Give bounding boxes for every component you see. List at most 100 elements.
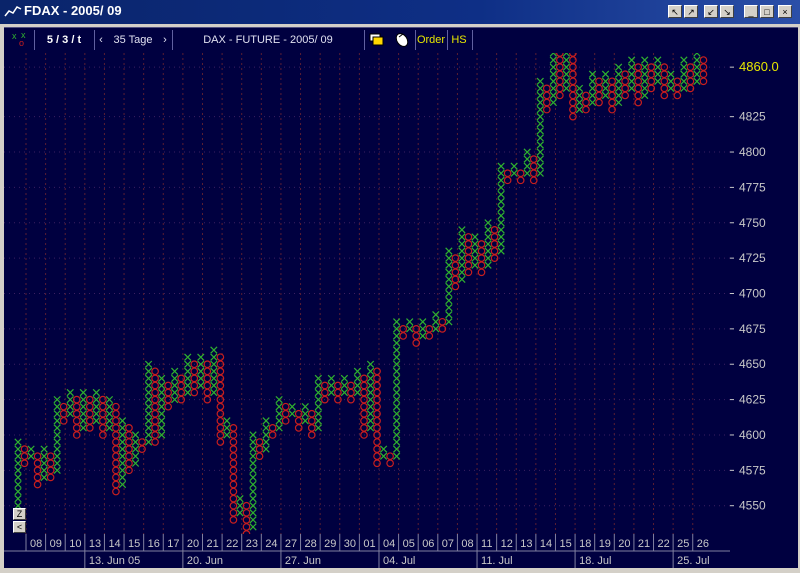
- x-mark: [288, 410, 296, 418]
- x-mark: [458, 275, 466, 284]
- o-mark: [621, 91, 629, 100]
- x-stroke: [144, 403, 153, 411]
- x-stroke: [497, 197, 505, 206]
- pnf-chart: [4, 35, 730, 538]
- x-mark: [588, 70, 597, 78]
- x-stroke: [680, 70, 688, 78]
- o-mark: [72, 402, 81, 411]
- o-mark: [177, 388, 186, 397]
- o-mark: [112, 409, 120, 418]
- o-mark: [112, 424, 120, 432]
- x-stroke: [249, 494, 257, 503]
- x-stroke: [53, 466, 61, 474]
- scroll-right-up-button[interactable]: ↗: [684, 5, 698, 18]
- x-stroke: [484, 261, 492, 269]
- x-stroke: [210, 388, 218, 397]
- date-axis-svg: 08 09 10 13 14 15 16 17 20 21 22 23 24 27 28 29 30 01 04 05…: [4, 534, 730, 568]
- x-mark: [458, 240, 466, 248]
- minimize-button[interactable]: _: [744, 5, 758, 18]
- o-mark: [569, 98, 577, 107]
- period-prev-button[interactable]: ‹: [99, 34, 103, 46]
- x-mark: [184, 374, 192, 383]
- x-mark: [14, 487, 22, 496]
- x-stroke: [210, 367, 218, 375]
- x-mark: [353, 367, 362, 375]
- o-mark: [190, 360, 199, 369]
- scroll-left-down-button[interactable]: ↙: [704, 5, 718, 18]
- scroll-back-button[interactable]: <: [13, 521, 26, 533]
- x-stroke: [614, 91, 623, 100]
- x-stroke: [392, 388, 401, 397]
- x-stroke: [157, 403, 166, 411]
- period-next-button[interactable]: ›: [163, 34, 167, 46]
- x-stroke: [549, 70, 557, 78]
- scroll-right-down-button[interactable]: ↘: [720, 5, 734, 18]
- x-mark: [497, 240, 505, 248]
- y-tick-label: 4550: [739, 499, 766, 513]
- x-mark: [445, 311, 453, 319]
- close-button[interactable]: ×: [778, 5, 792, 18]
- o-mark: [216, 424, 225, 432]
- x-mark: [536, 113, 544, 121]
- x-stroke: [549, 56, 557, 64]
- x-stroke: [301, 403, 309, 411]
- x-mark: [79, 395, 87, 404]
- hs-button[interactable]: HS: [451, 34, 467, 46]
- x-tick-label: 30: [344, 538, 356, 550]
- x-stroke: [340, 388, 349, 397]
- x-stroke: [210, 360, 218, 368]
- windows-icon[interactable]: [366, 28, 388, 52]
- o-mark: [307, 409, 316, 418]
- o-mark: [294, 416, 303, 425]
- plot-area[interactable]: Z <: [4, 35, 730, 538]
- x-mark: [484, 254, 492, 262]
- o-mark: [85, 416, 94, 425]
- o-mark: [373, 402, 381, 411]
- o-mark: [542, 105, 551, 114]
- scroll-left-up-button[interactable]: ↖: [668, 5, 682, 18]
- x-mark: [693, 70, 701, 78]
- o-mark: [85, 424, 94, 432]
- o-mark: [125, 452, 133, 461]
- x-stroke: [236, 502, 244, 510]
- o-mark: [556, 49, 564, 57]
- box-setting[interactable]: 5 / 3 / t: [46, 34, 82, 46]
- x-stroke: [79, 403, 87, 411]
- period-field[interactable]: 35 Tage: [113, 34, 153, 46]
- x-stroke: [184, 381, 192, 390]
- o-mark: [229, 438, 238, 446]
- zoom-button[interactable]: Z: [13, 508, 26, 520]
- x-mark: [131, 459, 140, 467]
- o-mark: [556, 70, 564, 79]
- x-stroke: [157, 417, 166, 425]
- x-stroke: [693, 63, 701, 71]
- o-mark: [347, 388, 355, 397]
- x-mark: [549, 56, 557, 64]
- title-bar[interactable]: FDAX - 2005/ 09 ↖ ↗ ↙ ↘ _ □ ×: [0, 0, 800, 24]
- x-tick-label: 29: [324, 538, 336, 550]
- o-mark: [451, 261, 460, 270]
- x-stroke: [275, 410, 283, 418]
- order-button[interactable]: Order: [416, 34, 446, 46]
- o-mark: [686, 70, 695, 79]
- maximize-button[interactable]: □: [760, 5, 774, 18]
- o-mark: [569, 56, 577, 64]
- x-stroke: [327, 374, 336, 383]
- x-mark: [445, 318, 453, 326]
- x-stroke: [445, 275, 453, 284]
- x-mark: [249, 445, 257, 453]
- x-mark: [249, 509, 257, 517]
- x-stroke: [497, 183, 505, 192]
- x-mark: [366, 367, 375, 375]
- o-mark: [360, 388, 368, 397]
- x-mark: [627, 77, 636, 85]
- x-stroke: [406, 325, 414, 333]
- x-stroke: [157, 410, 166, 418]
- x-mark: [301, 403, 309, 411]
- mouse-icon[interactable]: [391, 28, 413, 52]
- x-mark: [249, 431, 257, 439]
- x-stroke: [327, 388, 336, 397]
- x-stroke: [144, 360, 153, 368]
- x-stroke: [79, 388, 87, 397]
